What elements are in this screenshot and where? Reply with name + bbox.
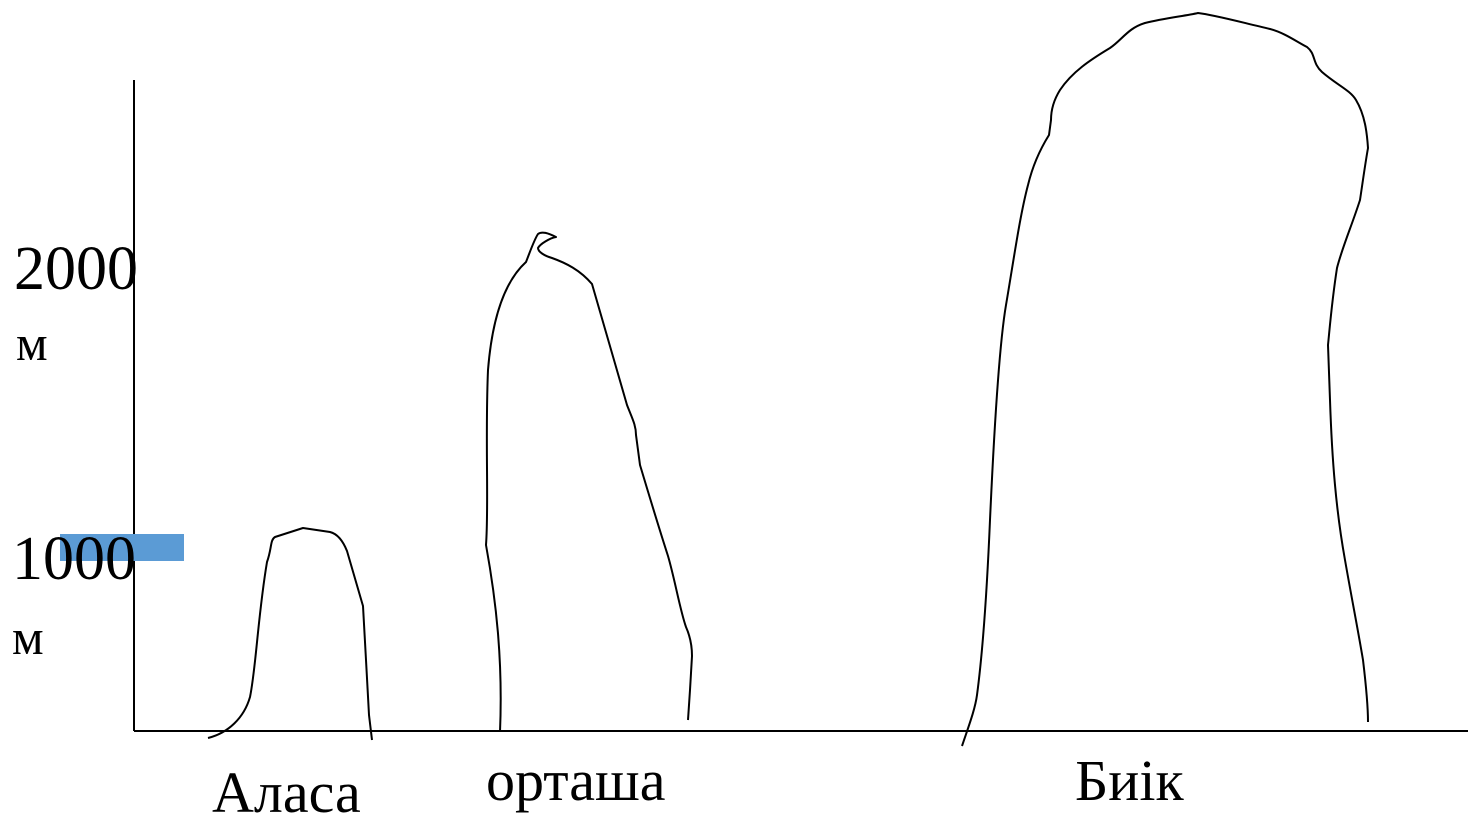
mountain-label-low: Аласа — [212, 760, 361, 819]
y-tick-unit-1000: м — [12, 609, 44, 665]
mountain-low-outline — [207, 527, 373, 741]
y-tick-label-1000: 1000 — [12, 525, 136, 593]
y-tick-label-2000: 2000 — [14, 235, 138, 303]
mountain-label-medium: орташа — [486, 748, 666, 813]
mountain-medium-outline — [485, 231, 693, 733]
mountain-high-outline — [961, 12, 1369, 747]
y-tick-unit-2000: м — [16, 315, 48, 371]
mountain-label-high: Биік — [1075, 748, 1184, 813]
level-marker-1000 — [60, 534, 184, 561]
